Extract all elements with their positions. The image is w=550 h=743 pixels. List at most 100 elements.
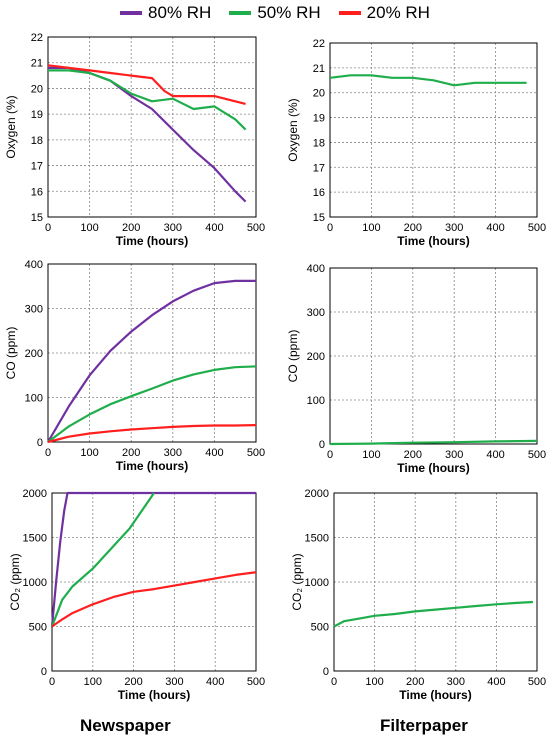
x-tick-label: 500 bbox=[528, 222, 546, 234]
y-tick-label: 300 bbox=[25, 304, 43, 316]
series-line-50rh bbox=[47, 365, 257, 443]
legend-item-20: 20% RH bbox=[338, 3, 430, 23]
x-tick-label: 400 bbox=[206, 676, 224, 688]
plot-frame bbox=[47, 263, 257, 443]
y-tick-label: 18 bbox=[313, 137, 325, 149]
legend-swatch-80 bbox=[120, 11, 143, 15]
y-axis-label: Oxygen (%) bbox=[286, 98, 300, 161]
y-tick-label: 18 bbox=[31, 135, 43, 147]
x-tick-label: 300 bbox=[445, 449, 463, 461]
x-tick-label: 400 bbox=[205, 222, 223, 234]
y-tick-label: 0 bbox=[37, 437, 43, 449]
series-line-50rh bbox=[329, 74, 527, 87]
x-tick-label: 300 bbox=[165, 676, 183, 688]
x-tick-label: 200 bbox=[404, 222, 422, 234]
legend-item-50: 50% RH bbox=[229, 3, 321, 23]
y-tick-label: 2000 bbox=[305, 488, 329, 500]
series-line-50rh bbox=[329, 439, 538, 446]
y-axis-label: CO₂ (ppm) bbox=[290, 553, 304, 610]
x-tick-label: 500 bbox=[528, 449, 546, 461]
chart-filter-oxygen: 0 100 200 300 400 500 15 16 17 18 19 20 21 22 Time (ho… bbox=[286, 38, 546, 248]
x-tick-label: 200 bbox=[122, 447, 140, 459]
chart-news-co2: 0 100 200 300 400 500 0 500 1000 1500 2000 Time (ho… bbox=[8, 488, 265, 702]
chart-news-co: 0 100 200 300 400 500 0 100 200 300 400 Time (hours… bbox=[4, 259, 265, 473]
y-tick-label: 20 bbox=[313, 88, 325, 100]
y-tick-label: 22 bbox=[313, 38, 325, 50]
y-tick-label: 16 bbox=[313, 187, 325, 199]
series-line-50rh bbox=[50, 492, 155, 627]
x-tick-label: 0 bbox=[49, 676, 55, 688]
y-tick-label: 22 bbox=[31, 32, 43, 44]
chart-filter-co2: 0 100 200 300 400 500 0 500 1000 1500 2000 Time (ho… bbox=[290, 488, 546, 702]
x-tick-label: 100 bbox=[84, 676, 102, 688]
x-tick-label: 300 bbox=[164, 222, 182, 234]
x-tick-label: 400 bbox=[487, 676, 505, 688]
plot-frame bbox=[333, 492, 538, 672]
x-tick-label: 200 bbox=[404, 449, 422, 461]
column-label-newspaper: Newspaper bbox=[80, 716, 171, 735]
x-tick-label: 200 bbox=[124, 676, 142, 688]
chart-filter-co: 0 100 200 300 400 500 0 100 200 300 400 Time (hours… bbox=[286, 263, 546, 475]
y-tick-label: 17 bbox=[31, 161, 43, 173]
y-tick-label: 21 bbox=[31, 58, 43, 70]
legend-label-80: 80% RH bbox=[148, 3, 212, 22]
series-line-20rh bbox=[51, 571, 257, 628]
legend-swatch-50 bbox=[229, 11, 252, 15]
chart-news-oxygen: 0 100 200 300 400 500 15 16 17 18 19 20 21 22 Time (ho… bbox=[4, 32, 265, 248]
legend-item-80: 80% RH bbox=[120, 3, 211, 23]
x-tick-label: 100 bbox=[80, 447, 98, 459]
x-tick-label: 400 bbox=[486, 222, 504, 234]
x-tick-label: 0 bbox=[331, 676, 337, 688]
series-line-80rh bbox=[47, 279, 256, 443]
x-tick-label: 300 bbox=[164, 447, 182, 459]
x-tick-label: 200 bbox=[122, 222, 140, 234]
y-tick-label: 0 bbox=[319, 439, 325, 451]
legend: 80% RH 50% RH 20% RH bbox=[0, 2, 550, 24]
plot-frame bbox=[47, 36, 257, 218]
legend-label-20: 20% RH bbox=[366, 3, 430, 22]
y-axis-label: CO₂ (ppm) bbox=[8, 553, 22, 610]
y-tick-label: 1000 bbox=[305, 577, 329, 589]
y-tick-label: 0 bbox=[41, 666, 47, 678]
y-tick-label: 500 bbox=[29, 622, 47, 634]
x-tick-label: 500 bbox=[247, 222, 265, 234]
series-line-80rh bbox=[48, 66, 247, 203]
y-tick-label: 19 bbox=[313, 113, 325, 125]
x-tick-label: 300 bbox=[447, 676, 465, 688]
y-tick-label: 200 bbox=[307, 351, 325, 363]
x-tick-label: 500 bbox=[247, 447, 265, 459]
y-tick-label: 300 bbox=[307, 307, 325, 319]
series-line-80rh bbox=[50, 491, 256, 627]
x-tick-label: 100 bbox=[362, 222, 380, 234]
x-axis-label: Time (hours) bbox=[116, 234, 188, 248]
x-axis-label: Time (hours) bbox=[118, 688, 190, 702]
legend-label-50: 50% RH bbox=[257, 3, 321, 22]
x-axis-label: Time (hours) bbox=[116, 459, 188, 473]
y-axis-label: Oxygen (%) bbox=[4, 95, 18, 158]
x-tick-label: 400 bbox=[205, 447, 223, 459]
y-tick-label: 2000 bbox=[23, 488, 47, 500]
y-tick-label: 100 bbox=[25, 393, 43, 405]
y-tick-label: 20 bbox=[31, 83, 43, 95]
y-tick-label: 15 bbox=[313, 212, 325, 224]
x-tick-label: 500 bbox=[528, 676, 546, 688]
y-tick-label: 16 bbox=[31, 186, 43, 198]
x-tick-label: 0 bbox=[327, 449, 333, 461]
y-tick-label: 17 bbox=[313, 162, 325, 174]
y-tick-label: 400 bbox=[307, 263, 325, 275]
y-tick-label: 1500 bbox=[23, 533, 47, 545]
y-tick-label: 100 bbox=[307, 395, 325, 407]
y-tick-label: 21 bbox=[313, 63, 325, 75]
x-axis-label: Time (hours) bbox=[397, 234, 469, 248]
x-axis-label: Time (hours) bbox=[397, 461, 469, 475]
x-tick-label: 0 bbox=[327, 222, 333, 234]
y-axis-label: CO (ppm) bbox=[4, 327, 18, 380]
y-tick-label: 400 bbox=[25, 259, 43, 271]
series-line-20rh bbox=[47, 64, 246, 105]
x-tick-label: 100 bbox=[80, 222, 98, 234]
x-axis-label: Time (hours) bbox=[399, 688, 471, 702]
x-tick-label: 100 bbox=[362, 449, 380, 461]
y-tick-label: 0 bbox=[323, 666, 329, 678]
y-tick-label: 15 bbox=[31, 212, 43, 224]
